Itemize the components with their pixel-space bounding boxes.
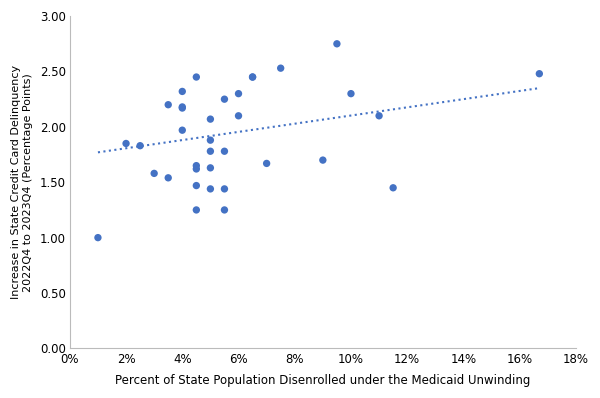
Point (121, 140, 131, 147)
Point (206, 186, 215, 192)
Point (318, 157, 328, 163)
Point (262, 160, 271, 167)
Point (248, 74, 257, 80)
Y-axis label: Increase in State Credit Card Delinquency
2022Q4 to 2023Q4 (Percentage Points): Increase in State Credit Card Delinquenc… (11, 65, 33, 299)
Point (220, 186, 229, 192)
X-axis label: Percent of State Population Disenrolled under the Medicaid Unwinding: Percent of State Population Disenrolled … (115, 374, 530, 387)
Point (206, 116, 215, 122)
Point (206, 137, 215, 143)
Point (535, 70, 544, 77)
Point (220, 96, 229, 102)
Point (178, 104, 187, 110)
Point (191, 162, 201, 169)
Point (149, 170, 159, 177)
Point (248, 74, 257, 80)
Point (191, 182, 201, 189)
Point (178, 88, 187, 95)
Point (388, 185, 398, 191)
Point (220, 148, 229, 154)
Point (220, 207, 229, 213)
Point (136, 142, 145, 149)
Point (346, 90, 356, 97)
Point (206, 148, 215, 154)
Point (163, 101, 173, 108)
Point (191, 166, 201, 172)
Point (191, 74, 201, 80)
Point (163, 175, 173, 181)
Point (234, 113, 244, 119)
Point (332, 41, 342, 47)
Point (276, 65, 286, 71)
Point (206, 165, 215, 171)
Point (191, 207, 201, 213)
Point (374, 113, 384, 119)
Point (178, 127, 187, 133)
Point (234, 90, 244, 97)
Point (178, 105, 187, 111)
Point (93, 234, 103, 241)
